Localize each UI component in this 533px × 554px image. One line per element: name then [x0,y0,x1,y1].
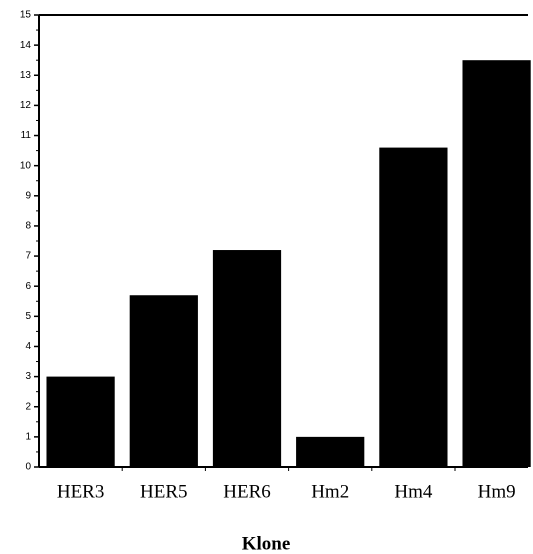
y-tick-label: 4 [25,341,31,352]
y-tick-label: 9 [25,190,31,201]
y-tick-label: 7 [25,251,31,262]
bar [379,147,448,467]
y-tick-label: 11 [21,130,32,141]
y-tick-label: 3 [25,371,31,382]
y-tick-label: 5 [25,311,31,322]
y-tick-label: 1 [25,432,31,443]
x-tick-label: HER3 [57,481,105,502]
x-tick-label: HER6 [223,481,271,502]
y-tick-label: 2 [25,401,31,412]
y-tick-label: 15 [20,10,32,21]
y-tick-label: 13 [20,70,32,81]
y-tick-label: 12 [20,100,32,111]
x-tick-label: Hm4 [394,481,433,502]
bar [462,60,531,467]
bar [129,295,198,467]
x-tick-label: Hm2 [311,481,349,502]
y-tick-label: 14 [20,40,32,51]
x-tick-label: HER5 [140,481,188,502]
bar [46,376,115,467]
y-tick-label: 10 [20,160,32,171]
bar [212,250,282,467]
x-axis-label: Klone [242,533,291,554]
y-tick-label: 8 [25,221,31,232]
y-tick-label: 0 [25,462,31,473]
x-tick-label: Hm9 [478,481,516,502]
bar [296,436,365,467]
y-tick-label: 6 [25,281,31,292]
